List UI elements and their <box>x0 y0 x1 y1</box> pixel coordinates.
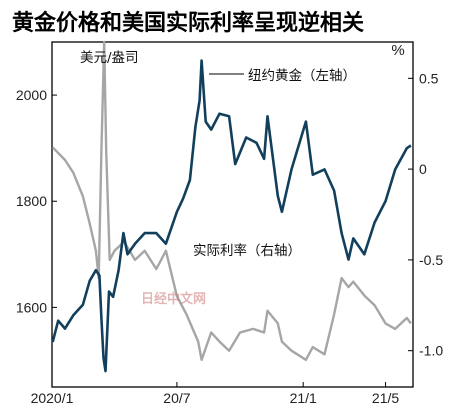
chart-title: 黄金价格和美国实际利率呈现逆相关 <box>12 10 364 36</box>
plot-frame <box>51 41 414 388</box>
axis-ticks: 1600 1800 2000 0.5 0 -0.5 -1.0 2020/1 20/7 21/1 21… <box>16 70 443 406</box>
real-rate-series-label: 实际利率（右轴） <box>193 242 301 259</box>
y-right-tick-label: -1.0 <box>419 343 443 359</box>
x-tick-label: 20/7 <box>163 390 190 406</box>
gold-price-line <box>51 59 412 373</box>
y-right-tick-label: 0.5 <box>419 70 439 86</box>
y-left-tick-label: 2000 <box>16 87 47 103</box>
watermark: 日经中文网 <box>141 291 206 307</box>
x-tick-label: 2020/1 <box>31 390 74 406</box>
right-axis-unit: % <box>391 42 404 59</box>
gold-series-label: 纽约黄金（左轴） <box>248 68 356 84</box>
y-right-tick-label: -0.5 <box>419 252 443 268</box>
series-lines <box>51 40 412 373</box>
usd-unit-label: 美元/盎司 <box>80 50 139 66</box>
x-tick-label: 21/5 <box>372 390 399 406</box>
y-left-tick-label: 1600 <box>16 299 47 315</box>
y-left-tick-label: 1800 <box>16 193 47 209</box>
real-rate-line <box>51 40 412 361</box>
x-tick-label: 21/1 <box>290 390 317 406</box>
y-right-tick-label: 0 <box>419 161 427 177</box>
